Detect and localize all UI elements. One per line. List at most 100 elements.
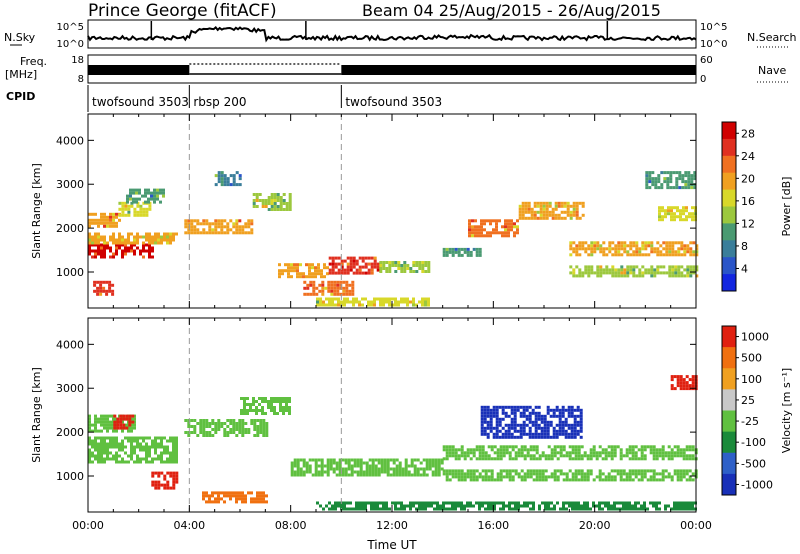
echo-band	[442, 247, 482, 257]
cpid-row: twofsound 3503 rbsp 200 twofsound 3503	[92, 85, 442, 109]
x-tick-label: 12:00	[376, 519, 408, 532]
nsky-label: N.Sky	[4, 31, 36, 44]
y-tick-label: 3000	[56, 178, 84, 191]
nave-tick-high: 60	[700, 55, 713, 66]
frequency-trace	[88, 63, 696, 75]
echo-band	[328, 256, 380, 275]
echo-band	[442, 469, 698, 482]
x-tick-label: 08:00	[275, 519, 307, 532]
panel-frame	[87, 113, 697, 309]
colorbar-swatch	[722, 410, 736, 433]
colorbar-frame	[721, 121, 737, 292]
cpid-label: CPID	[6, 90, 35, 103]
echo-band	[569, 265, 699, 278]
cpid-segment-label: twofsound 3503	[92, 95, 189, 109]
nsky-line	[87, 25, 697, 43]
velocity-panel: 1000 2000 3000 4000 00:00 04:00 08:00 12:00 16:0…	[30, 317, 793, 532]
nsky-noise-trace	[87, 21, 697, 43]
colorbar-swatch	[722, 257, 736, 275]
nsky-tick-high: 10^5	[57, 22, 84, 33]
colorbar-swatch	[722, 368, 736, 390]
y-tick-label: 4000	[56, 338, 84, 351]
x-axis-title: Time UT	[366, 538, 417, 552]
echo-band	[240, 397, 291, 415]
colorbar-swatch	[722, 122, 736, 140]
echo-band	[645, 171, 697, 190]
colorbar-swatch	[722, 452, 736, 475]
echo-band	[184, 419, 269, 437]
freq-tick-low: 8	[78, 74, 84, 85]
colorbar-swatch	[722, 206, 736, 224]
echo-band	[379, 261, 431, 273]
x-tick-label: 20:00	[579, 519, 611, 532]
echo-band	[151, 471, 179, 490]
colorbar-tick-label: 24	[741, 150, 755, 163]
colorbar-tick-label: 25	[741, 394, 755, 407]
echo-band	[518, 201, 585, 220]
freq-tick-high: 18	[71, 55, 84, 66]
colorbar-swatch	[722, 189, 736, 207]
echo-band	[316, 501, 697, 511]
beam-date-title: Beam 04 25/Aug/2015 - 26/Aug/2015	[362, 1, 661, 20]
echo-band	[278, 263, 329, 279]
colorbar-tick-label: 12	[741, 217, 755, 230]
colorbar-tick-label: 1000	[741, 331, 769, 344]
y-tick-label: 2000	[56, 222, 84, 235]
echo-band	[88, 232, 178, 245]
x-tick-label: 16:00	[477, 519, 509, 532]
y-tick-label: 1000	[56, 266, 84, 279]
colorbar-tick-label: 8	[741, 240, 748, 253]
colorbar-tick-label: -500	[741, 457, 766, 470]
colorbar-tick-label: -1000	[741, 478, 773, 491]
colorbar-swatch	[722, 347, 736, 369]
echo-band	[118, 201, 152, 217]
freq-label-top: Freq.	[20, 55, 47, 68]
colorbar-swatch	[722, 223, 736, 241]
colorbar-tick-label: 28	[741, 127, 755, 140]
echo-band	[252, 193, 292, 211]
echo-band	[480, 405, 583, 439]
echo-band	[184, 219, 254, 235]
freq-label-bottom: [MHz]	[5, 68, 37, 81]
nsky-tick-low: 10^0	[57, 39, 84, 50]
power-panel: 1000 2000 3000 4000 Slant Range [km] 4 8 12 16 20…	[30, 113, 793, 309]
colorbar-tick-label: 100	[741, 373, 762, 386]
cpid-segment-label: rbsp 200	[193, 95, 246, 109]
echo-band	[658, 206, 697, 222]
nave-tick-low: 0	[700, 74, 706, 85]
y-tick-label: 3000	[56, 382, 84, 395]
echo-band	[88, 436, 178, 464]
freq-band-twofsound-1	[88, 65, 190, 75]
panel-frame	[87, 317, 697, 513]
echo-band	[126, 188, 165, 204]
colorbar-tick-label: 4	[741, 262, 748, 275]
station-title: Prince George (fitACF)	[88, 1, 277, 21]
echo-band	[214, 171, 242, 187]
colorbar-title: Power [dB]	[780, 177, 793, 237]
colorbar-swatch	[722, 138, 736, 157]
echo-band	[93, 280, 115, 296]
nsearch-tick-high: 10^5	[700, 22, 727, 33]
echo-band	[113, 414, 135, 430]
colorbar-title: Velocity [m s⁻¹]	[780, 368, 793, 453]
colorbar-frame	[721, 325, 737, 496]
colorbar-swatch	[722, 274, 736, 292]
colorbar-swatch	[722, 473, 736, 496]
y-tick-label: 1000	[56, 470, 84, 483]
nsearch-tick-low: 10^0	[700, 39, 727, 50]
colorbar-tick-label: 16	[741, 195, 755, 208]
echo-band	[290, 458, 444, 477]
colorbar-swatch	[722, 326, 736, 348]
nave-label: Nave	[758, 64, 786, 77]
cpid-segment-label: twofsound 3503	[345, 95, 442, 109]
echo-band	[88, 243, 154, 259]
colorbar-swatch	[722, 172, 736, 191]
colorbar-tick-label: -100	[741, 436, 766, 449]
colorbar-swatch	[722, 240, 736, 258]
nsearch-label: N.Search	[747, 31, 797, 44]
y-tick-label: 4000	[56, 134, 84, 147]
echo-band	[202, 491, 268, 504]
echo-band	[88, 212, 121, 228]
echo-band	[468, 219, 519, 238]
